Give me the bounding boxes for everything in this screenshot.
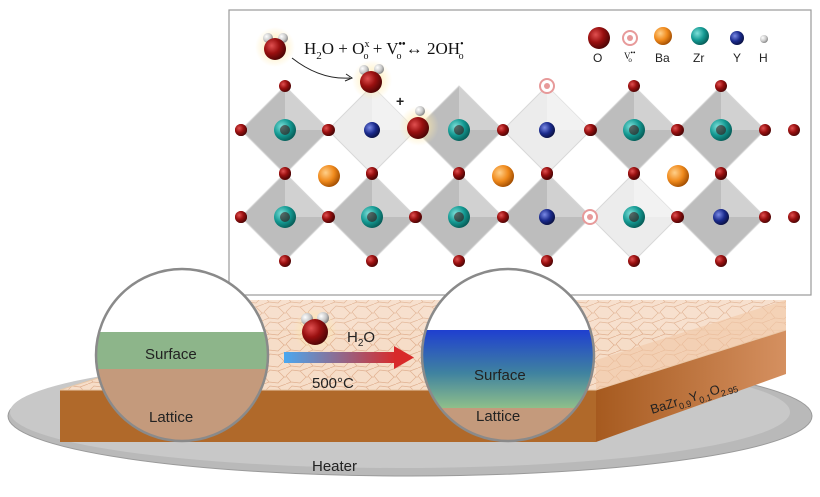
oxygen-atom [628,255,640,267]
temperature-label: 500°C [312,375,354,392]
oxygen-vacancy-core [587,214,593,220]
octahedron-facet [634,173,678,217]
slab-side-face [596,330,786,442]
oxygen-atom [453,167,465,179]
oxygen-atom [541,255,553,267]
oxygen-atom [715,255,727,267]
zirconium-core [629,212,639,222]
oxygen-atom [759,124,771,136]
octahedron-facet [547,86,591,130]
oxygen-atom [279,255,291,267]
legend-label-o: O [593,51,602,65]
yttrium-atom [539,209,555,225]
octahedron-facet [547,173,591,217]
octahedron-facet [721,86,765,130]
oxygen-atom [497,124,509,136]
oxygen-atom [235,124,247,136]
zirconium-core [716,125,726,135]
oxygen-atom [715,167,727,179]
octahedron-facet [285,86,329,130]
left-lattice-label: Lattice [149,409,193,426]
oxygen-atom [628,80,640,92]
oxygen-atom [366,167,378,179]
zirconium-core [454,212,464,222]
legend-hydrogen-icon [760,35,768,43]
water-molecule-top [255,27,295,67]
atoms-layer [235,78,800,267]
zirconium-core [280,125,290,135]
legend-label-y: Y [733,51,741,65]
heater-label: Heater [312,458,357,475]
adsorption-arrow [291,57,351,79]
water-molecule-adsorbed [352,60,392,100]
octahedron-facet [372,173,416,217]
legend-label-ba: Ba [655,51,670,65]
yttrium-atom [713,209,729,225]
barium-atom [667,165,689,187]
barium-atom [318,165,340,187]
octahedron-facet [459,173,503,217]
legend: O V•• o Ba Zr Y H [588,27,768,65]
oxygen-vacancy-core [544,83,550,89]
reaction-equation: H2O + Ox o + V•• o ↔ 2OH• o [304,39,464,62]
zirconium-core [454,125,464,135]
octahedron-facet [721,173,765,217]
oxygen-atom [409,211,421,223]
oxygen-atom [541,167,553,179]
water-molecule-bottom [293,308,337,352]
plus-sign: + [396,93,404,109]
legend-yttrium-icon [730,31,744,45]
oxygen-atom [628,167,640,179]
crystal-structure-panel [228,9,812,296]
equation-text: H2O + Ox o + V•• o ↔ 2OH• o [304,39,464,62]
legend-barium-icon [654,27,672,45]
legend-label-vacancy: V•• o [624,49,636,64]
zirconium-core [629,125,639,135]
zirconium-core [280,212,290,222]
left-surface-layer [96,332,268,369]
oxygen-atom [322,124,334,136]
yttrium-atom [364,122,380,138]
oxygen-atom [788,211,800,223]
oxygen-atom [671,124,683,136]
oxygen-atom [366,255,378,267]
oxygen-atom [322,211,334,223]
octahedron-facet [285,173,329,217]
right-surface-label: Surface [474,367,526,384]
zirconium-core [367,212,377,222]
right-lattice-label: Lattice [476,408,520,425]
oxygen-atom [671,211,683,223]
oxygen-atom [715,80,727,92]
oxygen-atom [759,211,771,223]
legend-label-h: H [759,51,768,65]
oxygen-atom [584,124,596,136]
barium-atom [492,165,514,187]
oxygen-atom [235,211,247,223]
oxygen-atom [788,124,800,136]
process-arrow [284,346,414,369]
legend-zirconium-icon [691,27,709,45]
oxygen-atom [279,80,291,92]
left-surface-label: Surface [145,346,197,363]
oxygen-atom [279,167,291,179]
octahedron-facet [459,86,503,130]
water-label: H2O [347,329,375,349]
legend-oxygen-icon [588,27,610,49]
legend-label-zr: Zr [693,51,704,65]
hydroxide-group [399,106,439,146]
oxygen-atom [453,255,465,267]
yttrium-atom [539,122,555,138]
oxygen-atom [497,211,509,223]
right-surface-layer [422,330,594,408]
octahedron-facet [634,86,678,130]
